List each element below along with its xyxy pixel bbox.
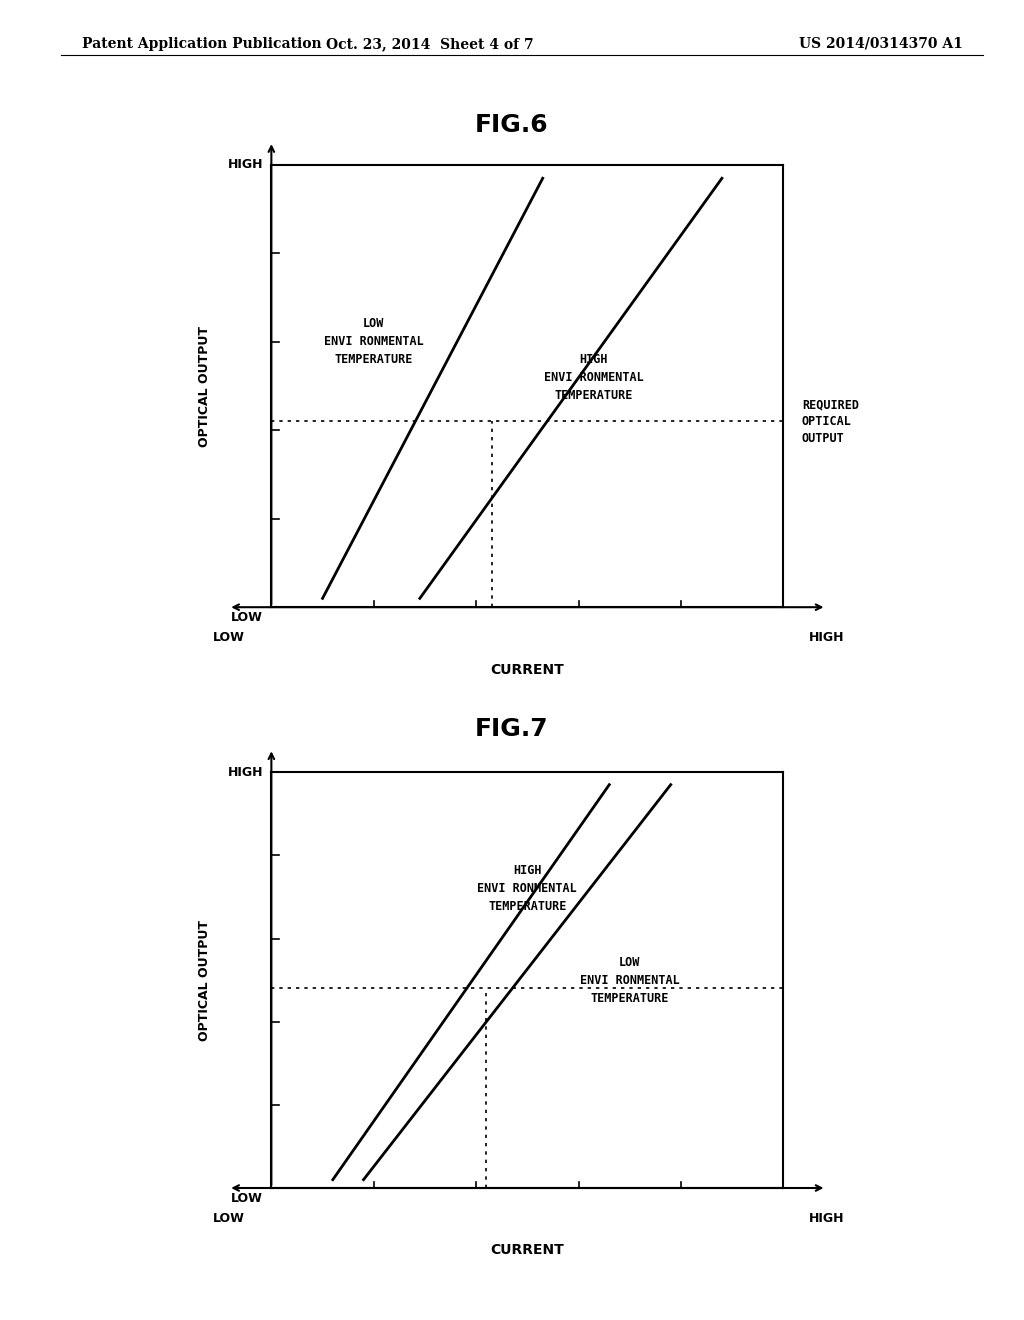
Text: HIGH
ENVI RONMENTAL
TEMPERATURE: HIGH ENVI RONMENTAL TEMPERATURE	[477, 865, 578, 913]
Text: FIG.7: FIG.7	[475, 717, 549, 741]
Text: HIGH
ENVI RONMENTAL
TEMPERATURE: HIGH ENVI RONMENTAL TEMPERATURE	[544, 352, 644, 401]
Text: HIGH: HIGH	[227, 766, 263, 779]
Text: HIGH: HIGH	[227, 158, 263, 172]
Text: Oct. 23, 2014  Sheet 4 of 7: Oct. 23, 2014 Sheet 4 of 7	[327, 37, 534, 51]
Text: FIG.6: FIG.6	[475, 114, 549, 137]
Text: HIGH: HIGH	[809, 1212, 844, 1225]
Text: CURRENT: CURRENT	[490, 1243, 564, 1258]
Text: OPTICAL OUTPUT: OPTICAL OUTPUT	[199, 326, 211, 446]
Text: CURRENT: CURRENT	[490, 663, 564, 677]
Text: REQUIRED
OPTICAL
OUTPUT: REQUIRED OPTICAL OUTPUT	[802, 397, 859, 445]
Text: LOW
ENVI RONMENTAL
TEMPERATURE: LOW ENVI RONMENTAL TEMPERATURE	[580, 956, 680, 1005]
Text: OPTICAL OUTPUT: OPTICAL OUTPUT	[199, 920, 211, 1040]
Text: LOW
ENVI RONMENTAL
TEMPERATURE: LOW ENVI RONMENTAL TEMPERATURE	[324, 317, 424, 367]
Text: LOW: LOW	[231, 611, 263, 624]
Text: LOW: LOW	[231, 1192, 263, 1205]
Text: US 2014/0314370 A1: US 2014/0314370 A1	[799, 37, 963, 51]
Text: HIGH: HIGH	[809, 631, 844, 644]
Text: Patent Application Publication: Patent Application Publication	[82, 37, 322, 51]
Text: LOW: LOW	[212, 1212, 245, 1225]
Text: LOW: LOW	[212, 631, 245, 644]
